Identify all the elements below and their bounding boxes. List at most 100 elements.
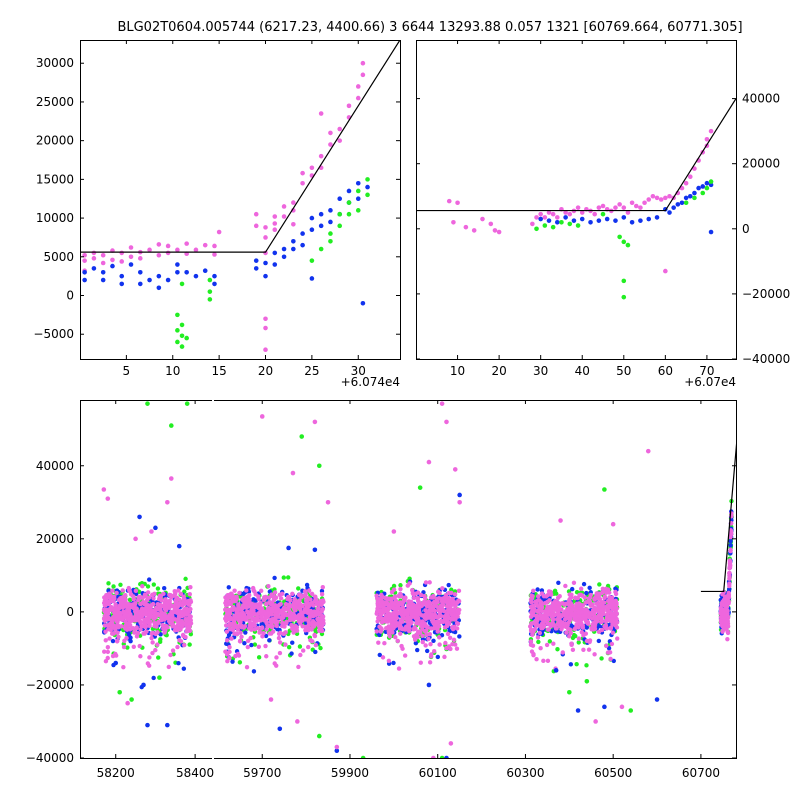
full-point-magenta	[295, 719, 300, 724]
full-point-magenta	[174, 610, 180, 615]
full-point-magenta	[238, 630, 243, 635]
full-point-magenta	[453, 614, 458, 619]
full-point-magenta	[170, 648, 176, 653]
full-point-magenta	[254, 603, 259, 609]
full-point-blue	[290, 640, 295, 645]
full-point-magenta	[137, 596, 142, 601]
full-point-magenta	[447, 635, 453, 640]
full-point-magenta	[111, 631, 117, 636]
full-point-magenta	[600, 586, 606, 591]
full-point-magenta	[103, 659, 109, 664]
full-point-green	[297, 644, 303, 649]
full-point-magenta	[224, 629, 230, 634]
season-point-magenta	[687, 174, 693, 180]
full-point-magenta	[227, 617, 232, 622]
full-point-magenta	[269, 608, 275, 614]
full-point-magenta	[416, 600, 422, 605]
season-point-green	[550, 224, 556, 230]
full-point-green	[360, 755, 366, 758]
full-point-blue	[581, 581, 587, 587]
full-point-blue	[602, 704, 607, 710]
season-point-magenta	[625, 210, 631, 215]
full-point-magenta	[112, 610, 117, 615]
full-point-magenta	[144, 629, 149, 634]
full-point-magenta	[147, 604, 153, 609]
full-point-magenta	[312, 632, 317, 638]
season-point-magenta	[538, 211, 543, 217]
full-point-magenta	[224, 603, 229, 608]
full-point-magenta	[175, 644, 180, 650]
full-point-magenta	[423, 580, 429, 585]
full-point-magenta	[168, 592, 173, 598]
full-point-magenta	[543, 609, 548, 614]
full-point-magenta	[168, 652, 173, 658]
full-point-magenta	[592, 622, 598, 627]
zoom-point-blue	[212, 273, 217, 279]
full-point-magenta	[412, 637, 418, 642]
full-point-magenta	[128, 612, 133, 617]
zoom-xtick-label: 30	[351, 364, 366, 378]
full-point-magenta	[438, 619, 444, 624]
full-point-magenta	[137, 643, 142, 649]
zoom-point-blue	[202, 268, 208, 274]
full-point-magenta	[396, 666, 402, 671]
full-point-green	[449, 587, 454, 592]
full-point-blue	[145, 722, 150, 728]
full-point-blue	[319, 588, 325, 594]
full-point-blue	[141, 682, 146, 688]
full-point-blue	[654, 697, 660, 702]
full-point-magenta	[380, 655, 386, 660]
season-point-green	[708, 179, 714, 184]
full-point-magenta	[531, 588, 536, 593]
full-point-magenta	[122, 600, 128, 605]
full-point-magenta	[307, 613, 313, 619]
full-point-magenta	[103, 638, 108, 643]
full-point-magenta	[442, 614, 448, 619]
zoom-point-blue	[253, 258, 259, 263]
full-point-magenta	[278, 596, 284, 601]
zoom-point-magenta	[128, 245, 134, 250]
full-point-blue	[267, 638, 272, 643]
full-point-magenta	[169, 609, 174, 615]
full-point-magenta	[127, 589, 133, 594]
season-point-blue	[546, 218, 552, 223]
zoom-point-magenta	[300, 180, 305, 186]
full-point-blue	[457, 492, 462, 498]
full-point-magenta	[402, 598, 407, 603]
full-point-magenta	[725, 624, 731, 629]
season-point-blue	[571, 218, 577, 223]
full-point-magenta	[569, 611, 575, 617]
full-point-magenta	[121, 610, 126, 615]
full-point-magenta	[538, 645, 543, 651]
full-point-magenta	[268, 601, 274, 606]
season-point-blue	[638, 218, 643, 223]
full-point-magenta	[727, 559, 733, 565]
full-point-magenta	[273, 621, 279, 626]
zoom-xtick-label: 25	[304, 364, 319, 378]
full-point-magenta	[142, 601, 147, 606]
full-point-magenta	[431, 648, 437, 654]
full-point-magenta	[259, 609, 264, 615]
zoom-point-magenta	[263, 316, 268, 322]
zoom-points	[82, 60, 370, 353]
season-point-blue	[708, 182, 714, 188]
season-point-magenta	[451, 219, 456, 225]
full-point-blue	[446, 582, 451, 588]
full-point-magenta	[435, 605, 441, 610]
full-point-blue	[251, 669, 257, 674]
zoom-point-blue	[309, 227, 315, 232]
full-point-magenta	[133, 601, 138, 606]
full-point-magenta	[301, 648, 306, 653]
full-panel: 58200 58400 59700 59900 60100 60300 60500 60700…	[26, 400, 737, 780]
zoom-point-blue	[291, 239, 296, 244]
full-point-magenta	[430, 619, 435, 624]
full-point-magenta	[311, 609, 317, 614]
season-point-magenta	[692, 166, 697, 171]
full-point-magenta	[111, 594, 116, 600]
season-axes-frame	[416, 40, 737, 360]
zoom-point-blue	[156, 273, 162, 279]
zoom-point-blue	[82, 277, 87, 283]
full-point-green	[156, 655, 161, 660]
season-point-magenta	[650, 193, 656, 199]
full-point-magenta	[539, 621, 545, 626]
